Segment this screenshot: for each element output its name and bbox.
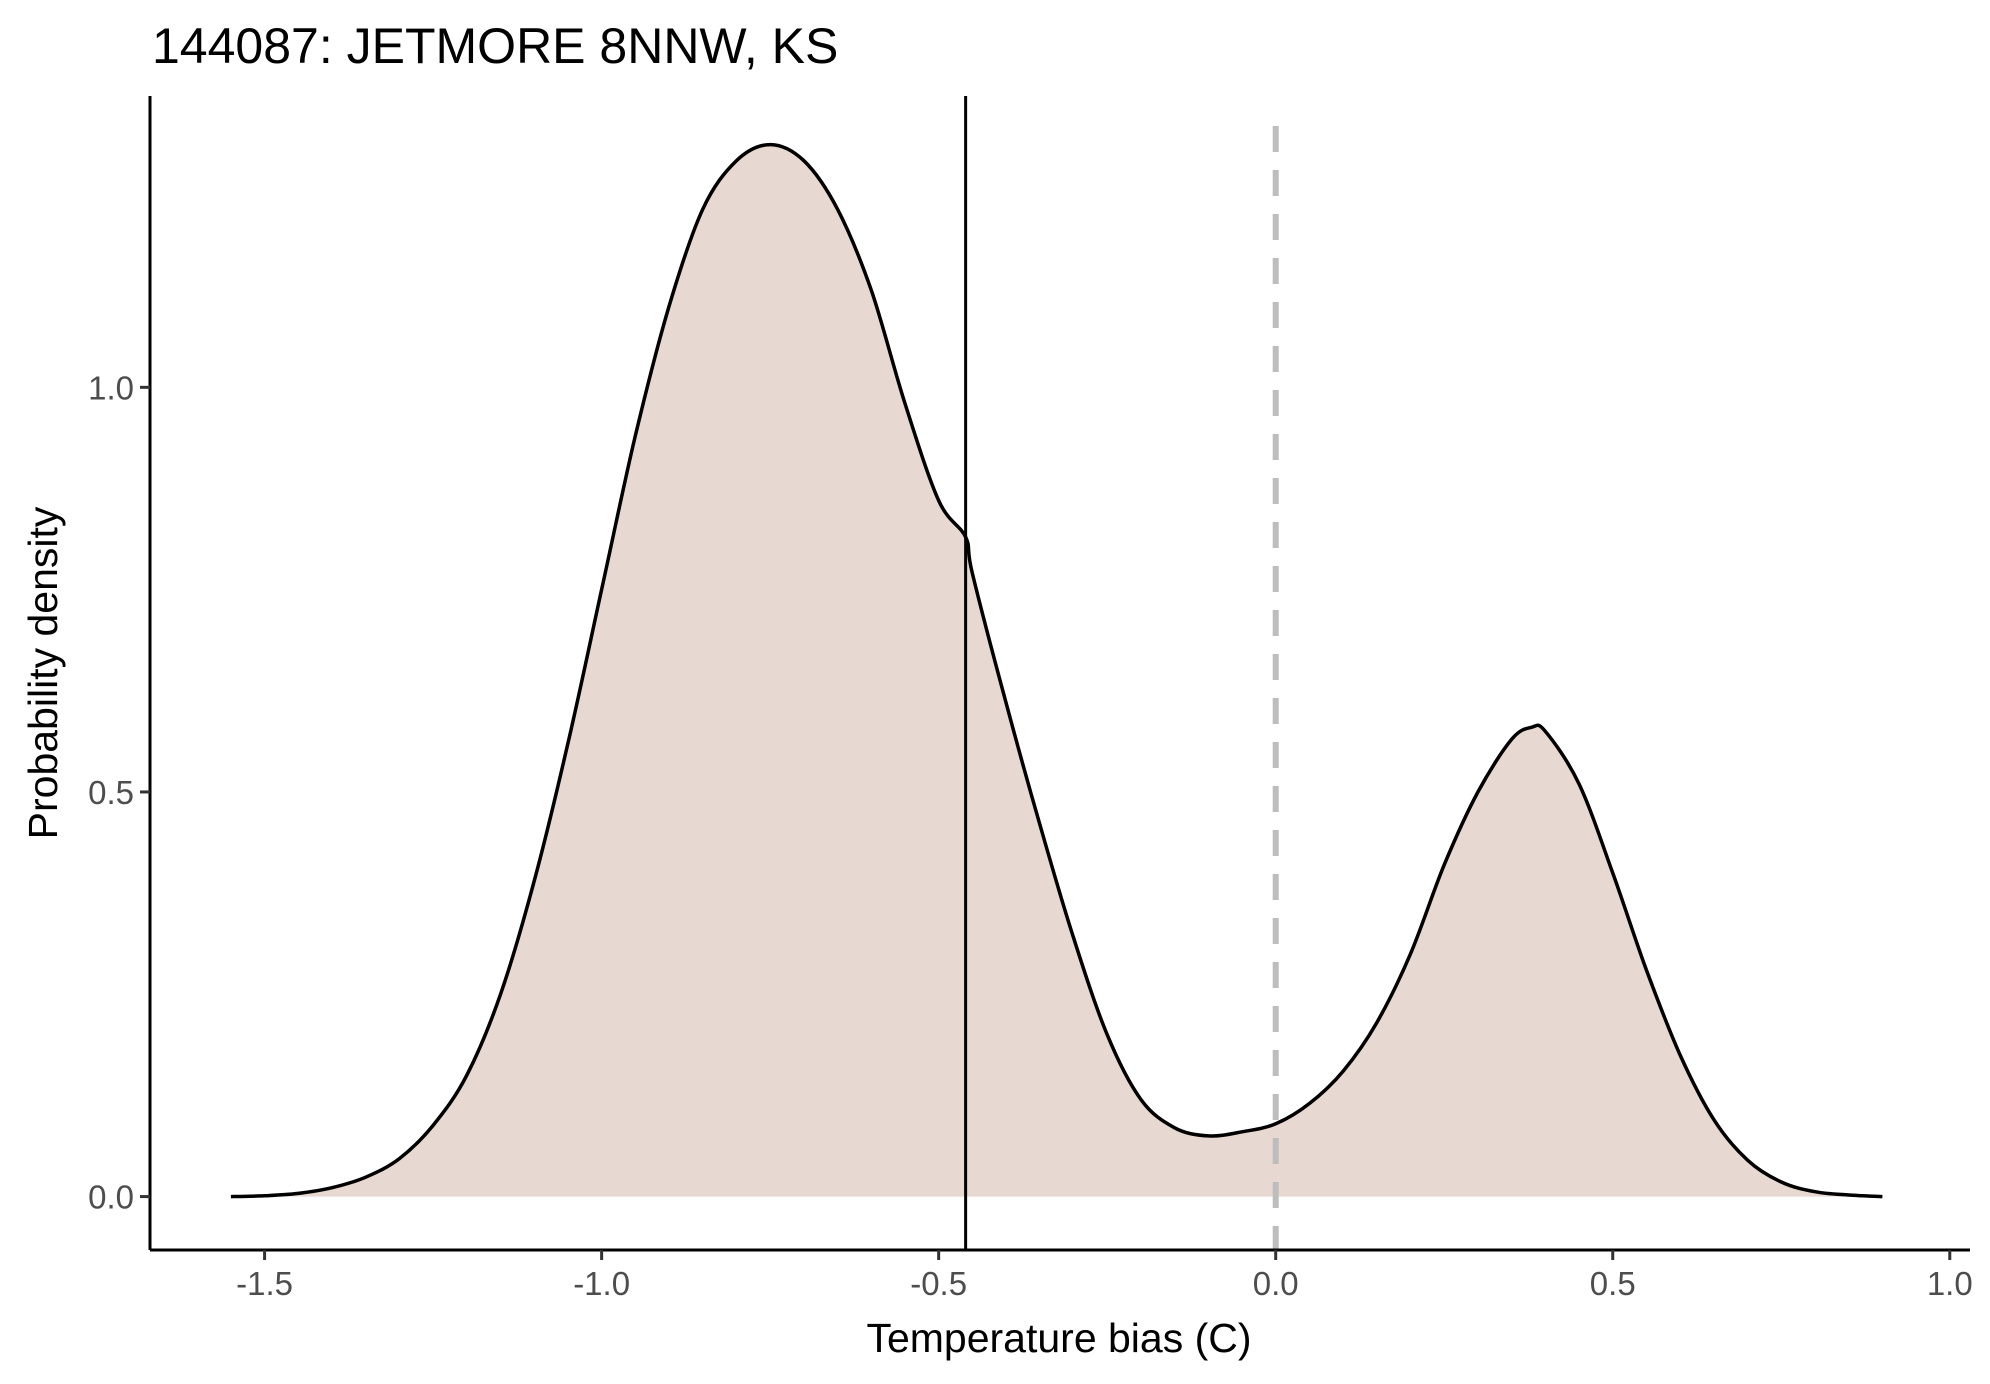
x-axis-title: Temperature bias (C) [866, 1315, 1251, 1361]
x-tick-label: -1.0 [573, 1265, 630, 1302]
y-axis-title: Probability density [20, 506, 66, 839]
x-tick-label: 1.0 [1927, 1265, 1973, 1302]
y-tick-label: 1.0 [88, 369, 134, 406]
x-tick-label: -1.5 [236, 1265, 293, 1302]
plot-area [230, 96, 1883, 1250]
y-axis-ticks: 0.0 0.5 1.0 [88, 369, 150, 1216]
density-curve [230, 142, 1883, 1199]
chart-title: 144087: JETMORE 8NNW, KS [152, 18, 838, 74]
y-tick-label: 0.5 [88, 774, 134, 811]
x-tick-label: -0.5 [910, 1265, 967, 1302]
x-tick-label: 0.5 [1590, 1265, 1636, 1302]
y-tick-label: 0.0 [88, 1179, 134, 1216]
density-area [230, 144, 1883, 1197]
x-axis-ticks: -1.5 -1.0 -0.5 0.0 0.5 1.0 [236, 1250, 1973, 1302]
x-tick-label: 0.0 [1253, 1265, 1299, 1302]
